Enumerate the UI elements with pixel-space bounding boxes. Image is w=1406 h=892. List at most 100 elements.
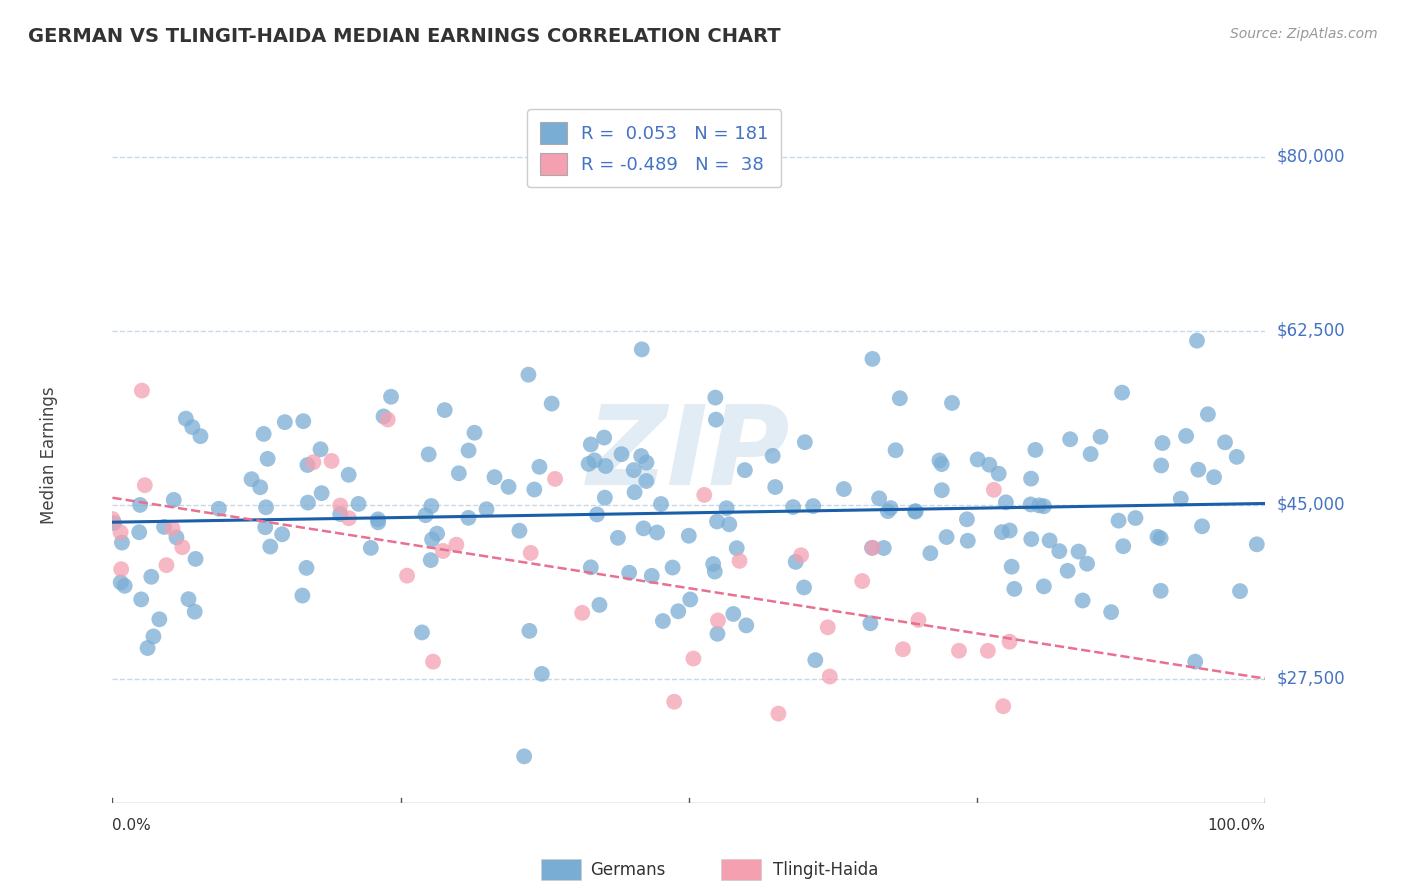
Point bbox=[579, 437, 602, 451]
Point bbox=[131, 384, 153, 398]
Point bbox=[295, 561, 318, 575]
Point bbox=[801, 499, 824, 513]
Point bbox=[693, 488, 716, 502]
Point bbox=[373, 409, 395, 424]
Point bbox=[889, 391, 911, 405]
Point bbox=[321, 454, 343, 468]
Point bbox=[447, 467, 470, 481]
Point bbox=[110, 525, 132, 540]
Point bbox=[641, 569, 664, 583]
Point bbox=[586, 508, 609, 522]
Point bbox=[1213, 435, 1236, 450]
Point bbox=[661, 560, 683, 574]
Point bbox=[433, 403, 456, 417]
Point bbox=[1185, 334, 1208, 348]
Point bbox=[1150, 458, 1173, 473]
Point bbox=[291, 589, 314, 603]
Point bbox=[1039, 533, 1062, 548]
Point bbox=[103, 516, 125, 530]
Point bbox=[271, 527, 294, 541]
Point bbox=[184, 552, 207, 566]
Point bbox=[728, 554, 751, 568]
Point bbox=[136, 640, 159, 655]
Point bbox=[1059, 432, 1081, 446]
Point bbox=[593, 491, 616, 505]
Point bbox=[859, 616, 882, 631]
Point bbox=[682, 651, 704, 665]
Point bbox=[1184, 655, 1206, 669]
Point bbox=[114, 579, 136, 593]
Text: Source: ZipAtlas.com: Source: ZipAtlas.com bbox=[1230, 27, 1378, 41]
Point bbox=[254, 520, 277, 534]
Point bbox=[519, 624, 541, 638]
Point bbox=[1076, 557, 1098, 571]
Point bbox=[579, 560, 602, 574]
Point bbox=[1019, 497, 1042, 511]
Point bbox=[419, 553, 441, 567]
Point bbox=[174, 411, 197, 425]
Point bbox=[163, 492, 186, 507]
Point bbox=[998, 524, 1021, 538]
Point bbox=[544, 472, 567, 486]
Point bbox=[129, 498, 152, 512]
Point bbox=[347, 497, 370, 511]
Point bbox=[891, 642, 914, 657]
Point bbox=[979, 458, 1001, 472]
Point bbox=[1152, 436, 1174, 450]
Point bbox=[735, 618, 758, 632]
Point bbox=[1047, 544, 1070, 558]
Point bbox=[513, 749, 536, 764]
Point bbox=[706, 627, 728, 641]
Point bbox=[311, 486, 333, 500]
Point bbox=[1024, 442, 1046, 457]
Point bbox=[432, 544, 454, 558]
Point bbox=[162, 522, 184, 536]
Point bbox=[931, 457, 953, 471]
Point bbox=[993, 699, 1015, 714]
Point bbox=[1226, 450, 1249, 464]
Point bbox=[879, 501, 901, 516]
Point bbox=[593, 431, 616, 445]
Point bbox=[177, 592, 200, 607]
Point bbox=[172, 540, 194, 554]
Point bbox=[948, 644, 970, 658]
Point bbox=[148, 612, 170, 626]
Point bbox=[129, 592, 152, 607]
Text: Tlingit-Haida: Tlingit-Haida bbox=[773, 861, 879, 879]
Point bbox=[110, 562, 132, 576]
Text: $27,500: $27,500 bbox=[1277, 670, 1346, 688]
Point bbox=[664, 695, 686, 709]
Point bbox=[110, 575, 132, 590]
Point bbox=[367, 516, 389, 530]
Point bbox=[1108, 514, 1130, 528]
Point bbox=[128, 525, 150, 540]
Point bbox=[991, 525, 1014, 540]
Point bbox=[111, 535, 134, 549]
Point bbox=[529, 459, 551, 474]
Legend: R =  0.053   N = 181, R = -0.489   N =  38: R = 0.053 N = 181, R = -0.489 N = 38 bbox=[527, 109, 782, 187]
Point bbox=[1056, 564, 1078, 578]
Point bbox=[181, 420, 204, 434]
Point bbox=[977, 644, 1000, 658]
Point bbox=[966, 452, 988, 467]
Point bbox=[1002, 582, 1025, 596]
Point bbox=[1028, 499, 1050, 513]
Point bbox=[907, 613, 929, 627]
Text: Median Earnings: Median Earnings bbox=[39, 386, 58, 524]
Point bbox=[475, 502, 498, 516]
Point bbox=[1150, 583, 1173, 598]
Point bbox=[793, 435, 815, 450]
Point bbox=[650, 497, 672, 511]
Point bbox=[666, 604, 689, 618]
Point bbox=[418, 447, 440, 461]
Point bbox=[571, 606, 593, 620]
Point bbox=[337, 467, 360, 482]
Point bbox=[983, 483, 1005, 497]
Point bbox=[578, 457, 600, 471]
Point bbox=[630, 449, 652, 463]
Point bbox=[595, 458, 617, 473]
Point bbox=[633, 521, 655, 535]
Point bbox=[703, 565, 725, 579]
Point bbox=[785, 555, 807, 569]
Point bbox=[141, 570, 163, 584]
